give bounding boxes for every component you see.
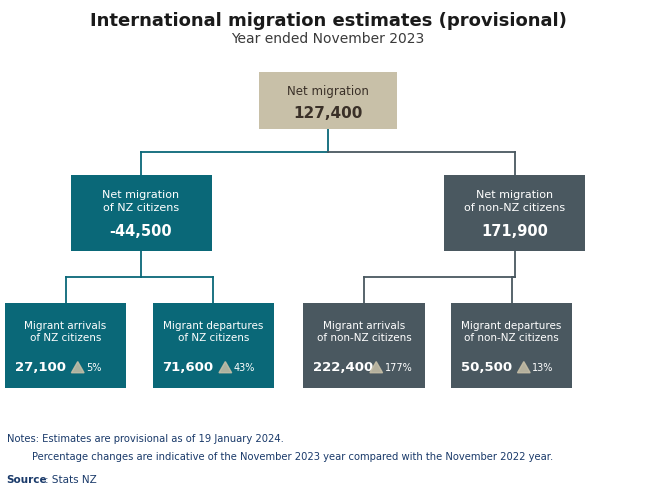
Text: 177%: 177%: [384, 363, 412, 373]
Text: Migrant departures
of NZ citizens: Migrant departures of NZ citizens: [163, 320, 264, 343]
FancyBboxPatch shape: [304, 303, 425, 388]
Text: 5%: 5%: [86, 363, 102, 373]
Text: Migrant arrivals
of non-NZ citizens: Migrant arrivals of non-NZ citizens: [317, 320, 411, 343]
Text: 50,500: 50,500: [461, 361, 512, 374]
Text: 127,400: 127,400: [293, 106, 363, 122]
Text: 171,900: 171,900: [482, 224, 548, 239]
FancyBboxPatch shape: [451, 303, 572, 388]
Text: Percentage changes are indicative of the November 2023 year compared with the No: Percentage changes are indicative of the…: [7, 452, 553, 462]
Text: 71,600: 71,600: [162, 361, 213, 374]
FancyBboxPatch shape: [152, 303, 274, 388]
Text: 43%: 43%: [234, 363, 255, 373]
FancyBboxPatch shape: [259, 72, 397, 128]
FancyBboxPatch shape: [445, 175, 586, 251]
Text: Net migration
of non-NZ citizens: Net migration of non-NZ citizens: [464, 190, 565, 213]
Polygon shape: [219, 362, 232, 373]
Polygon shape: [370, 362, 382, 373]
Text: International migration estimates (provisional): International migration estimates (provi…: [90, 12, 566, 30]
Text: Migrant arrivals
of NZ citizens: Migrant arrivals of NZ citizens: [24, 320, 107, 343]
Text: Net migration: Net migration: [287, 85, 369, 98]
Text: Net migration
of NZ citizens: Net migration of NZ citizens: [102, 190, 180, 213]
Text: Source: Source: [7, 475, 47, 485]
Text: 27,100: 27,100: [14, 361, 66, 374]
Text: Year ended November 2023: Year ended November 2023: [232, 32, 424, 46]
Text: 222,400: 222,400: [313, 361, 373, 374]
FancyBboxPatch shape: [5, 303, 126, 388]
Text: Migrant departures
of non-NZ citizens: Migrant departures of non-NZ citizens: [461, 320, 562, 343]
Text: Notes: Estimates are provisional as of 19 January 2024.: Notes: Estimates are provisional as of 1…: [7, 434, 283, 443]
Text: 13%: 13%: [532, 363, 554, 373]
Text: : Stats NZ: : Stats NZ: [45, 475, 96, 485]
Polygon shape: [518, 362, 530, 373]
FancyBboxPatch shape: [71, 175, 211, 251]
Polygon shape: [72, 362, 84, 373]
Text: -44,500: -44,500: [110, 224, 173, 239]
